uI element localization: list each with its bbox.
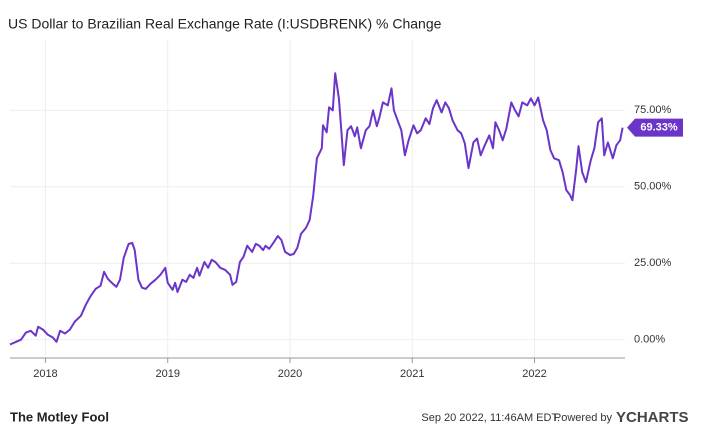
brand: YCHARTS	[616, 409, 689, 426]
y-tick-label: 0.00%	[634, 334, 665, 346]
end-label: 69.33%	[640, 122, 678, 134]
powered-by: Powered by	[554, 412, 613, 424]
y-tick-label: 50.00%	[634, 181, 672, 193]
y-tick-label: 75.00%	[634, 104, 672, 116]
x-tick-label: 2018	[33, 368, 57, 380]
end-label-tag	[627, 118, 683, 137]
x-tick-label: 2022	[522, 368, 546, 380]
x-tick-label: 2019	[155, 368, 179, 380]
line	[9, 72, 624, 346]
timestamp: Sep 20 2022, 11:46AM EDT.	[421, 412, 560, 424]
x-tick-label: 2020	[278, 368, 302, 380]
logo: The Motley Fool	[10, 409, 109, 424]
x-tick-label: 2021	[400, 368, 424, 380]
chart-title: US Dollar to Brazilian Real Exchange Rat…	[8, 16, 442, 32]
y-tick-label: 25.00%	[634, 257, 672, 269]
